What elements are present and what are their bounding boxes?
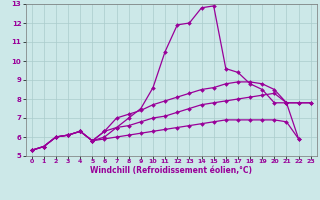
X-axis label: Windchill (Refroidissement éolien,°C): Windchill (Refroidissement éolien,°C) xyxy=(90,166,252,175)
